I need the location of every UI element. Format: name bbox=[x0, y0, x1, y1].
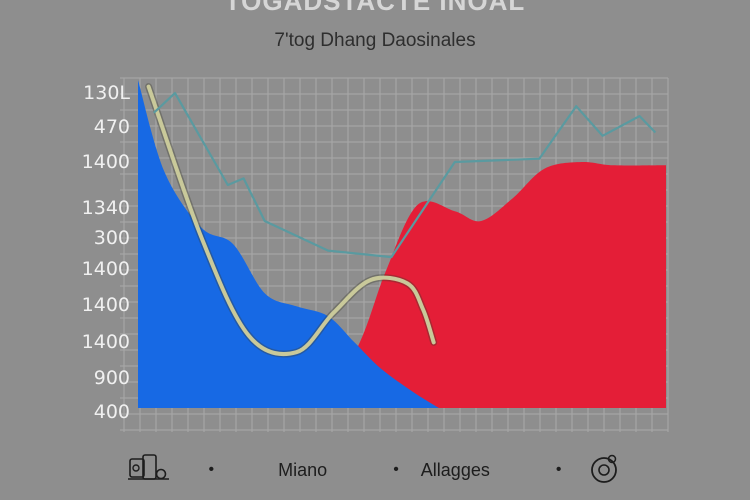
target-icon bbox=[589, 451, 623, 490]
y-tick-label: 1400 bbox=[82, 331, 130, 353]
y-tick-label: 1340 bbox=[82, 197, 130, 219]
chart-title: TOGADSTACTE INOAL bbox=[224, 0, 526, 16]
y-tick-label: 900 bbox=[94, 367, 130, 389]
y-tick-label: 1400 bbox=[82, 151, 130, 173]
y-tick-label: 400 bbox=[94, 401, 130, 423]
y-axis-ticks: 130L 470 1400 1340 300 1400 1400 1400 900 400 bbox=[82, 82, 131, 423]
series-line-teal bbox=[153, 91, 657, 259]
y-tick-label: 1400 bbox=[82, 294, 130, 316]
series-area-miano bbox=[138, 80, 439, 408]
phone-icon bbox=[127, 453, 173, 488]
legend-separator: • bbox=[393, 461, 399, 478]
series-area-allagges bbox=[322, 161, 666, 408]
legend-separator: • bbox=[555, 461, 562, 478]
legend-item-miano: Miano bbox=[278, 459, 328, 480]
y-tick-label: 1400 bbox=[82, 258, 130, 280]
y-tick-label: 130L bbox=[83, 82, 130, 104]
series-line-curve bbox=[146, 84, 436, 356]
y-tick-label: 470 bbox=[94, 116, 130, 138]
legend-item-allagges: Allagges bbox=[420, 459, 490, 480]
series-layer bbox=[138, 80, 666, 408]
y-tick-label: 300 bbox=[94, 227, 130, 249]
legend-separator: • bbox=[208, 461, 215, 478]
chart-subtitle: 7'tog Dhang Daosinales bbox=[274, 30, 476, 51]
legend: • Miano • Allagges • bbox=[0, 452, 750, 488]
